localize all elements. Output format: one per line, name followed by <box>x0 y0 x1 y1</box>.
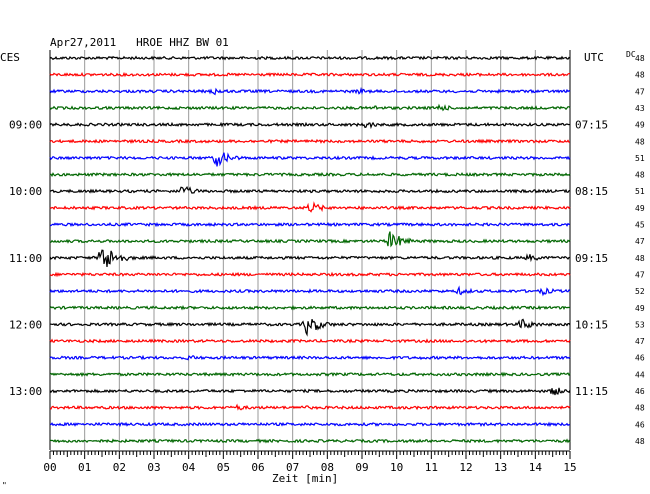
trace-22 <box>49 421 571 428</box>
trace-2 <box>49 86 571 96</box>
trace-4 <box>49 121 571 130</box>
left-time-label-4: 13:00 <box>9 385 42 398</box>
x-tick-label-14: 14 <box>529 461 543 474</box>
dc-value-2: 47 <box>635 87 645 96</box>
dc-value-10: 45 <box>635 221 645 230</box>
x-tick-label-12: 12 <box>459 461 472 474</box>
trace-15 <box>49 304 571 311</box>
x-tick-label-09: 09 <box>355 461 368 474</box>
dc-value-11: 47 <box>635 237 645 246</box>
left-time-label-2: 11:00 <box>9 252 42 265</box>
dc-value-5: 48 <box>635 137 645 146</box>
left-time-label-1: 10:00 <box>9 185 42 198</box>
right-timezone-label: UTC <box>584 51 604 64</box>
dc-value-15: 49 <box>635 304 645 313</box>
trace-11 <box>49 231 571 248</box>
trace-23 <box>49 438 571 444</box>
dc-value-13: 47 <box>635 270 645 279</box>
x-axis-label: Zeit [min] <box>272 472 338 485</box>
trace-21 <box>49 403 571 411</box>
dc-value-8: 51 <box>635 187 645 196</box>
x-tick-label-13: 13 <box>494 461 507 474</box>
trace-10 <box>50 221 570 228</box>
dc-value-12: 48 <box>635 254 645 263</box>
vertical-gridlines <box>49 50 571 450</box>
x-tick-label-06: 06 <box>251 461 264 474</box>
x-tick-label-00: 00 <box>43 461 56 474</box>
left-timezone-label: CES <box>0 51 20 64</box>
trace-12 <box>49 249 571 267</box>
right-time-label-0: 07:15 <box>575 119 608 132</box>
dc-values: 48 48 47 43 49 48 51 48 51 49 45 47 48 47 52 49 53 47 46 44… <box>635 54 645 446</box>
x-tick-label-08: 08 <box>321 461 334 474</box>
trace-1 <box>49 71 570 78</box>
dc-header-label: DC <box>626 50 636 59</box>
left-time-labels: 09:00 10:00 11:00 12:00 13:00 <box>9 119 42 398</box>
dc-value-3: 43 <box>635 104 645 113</box>
trace-13 <box>49 271 571 278</box>
left-time-label-3: 12:00 <box>9 318 42 331</box>
x-axis: 00 01 02 03 04 05 06 07 08 09 10 11 12 13 14 15 <box>43 450 577 474</box>
x-tick-label-07: 07 <box>286 461 299 474</box>
dc-value-4: 49 <box>635 121 645 130</box>
trace-18 <box>49 354 571 361</box>
plot-title: Apr27,2011 HROE HHZ BW 01 <box>50 36 229 49</box>
trace-20 <box>49 387 571 396</box>
dc-value-9: 49 <box>635 204 645 213</box>
corner-mark: " <box>2 481 7 490</box>
dc-value-6: 51 <box>635 154 645 163</box>
trace-8 <box>49 186 571 194</box>
right-time-label-1: 08:15 <box>575 185 608 198</box>
dc-value-18: 46 <box>635 354 645 363</box>
x-tick-label-10: 10 <box>390 461 403 474</box>
trace-17 <box>49 338 571 344</box>
trace-7 <box>49 172 571 178</box>
dc-value-16: 53 <box>635 320 645 329</box>
trace-9 <box>49 201 571 213</box>
x-tick-label-03: 03 <box>147 461 160 474</box>
dc-value-1: 48 <box>635 71 645 80</box>
seismic-traces <box>49 55 571 444</box>
left-time-label-0: 09:00 <box>9 119 42 132</box>
x-tick-label-04: 04 <box>182 461 196 474</box>
trace-19 <box>49 371 571 378</box>
dc-value-22: 46 <box>635 420 645 429</box>
x-tick-label-15: 15 <box>563 461 576 474</box>
x-tick-label-01: 01 <box>78 461 91 474</box>
trace-3 <box>49 103 571 112</box>
x-tick-label-02: 02 <box>113 461 126 474</box>
trace-6 <box>49 152 571 167</box>
dc-value-20: 46 <box>635 387 645 396</box>
trace-16 <box>49 318 571 337</box>
dc-value-0: 48 <box>635 54 645 63</box>
right-time-label-2: 09:15 <box>575 252 608 265</box>
x-tick-label-05: 05 <box>217 461 230 474</box>
dc-value-17: 47 <box>635 337 645 346</box>
dc-value-19: 44 <box>635 370 645 379</box>
dc-value-21: 48 <box>635 404 645 413</box>
dc-value-7: 48 <box>635 171 645 180</box>
dc-value-23: 48 <box>635 437 645 446</box>
right-time-label-4: 11:15 <box>575 385 608 398</box>
trace-5 <box>49 138 571 144</box>
x-tick-label-11: 11 <box>425 461 438 474</box>
trace-14 <box>49 285 571 297</box>
right-time-labels: 07:15 08:15 09:15 10:15 11:15 <box>575 119 608 398</box>
trace-0 <box>49 55 571 61</box>
dc-value-14: 52 <box>635 287 645 296</box>
right-time-label-3: 10:15 <box>575 318 608 331</box>
